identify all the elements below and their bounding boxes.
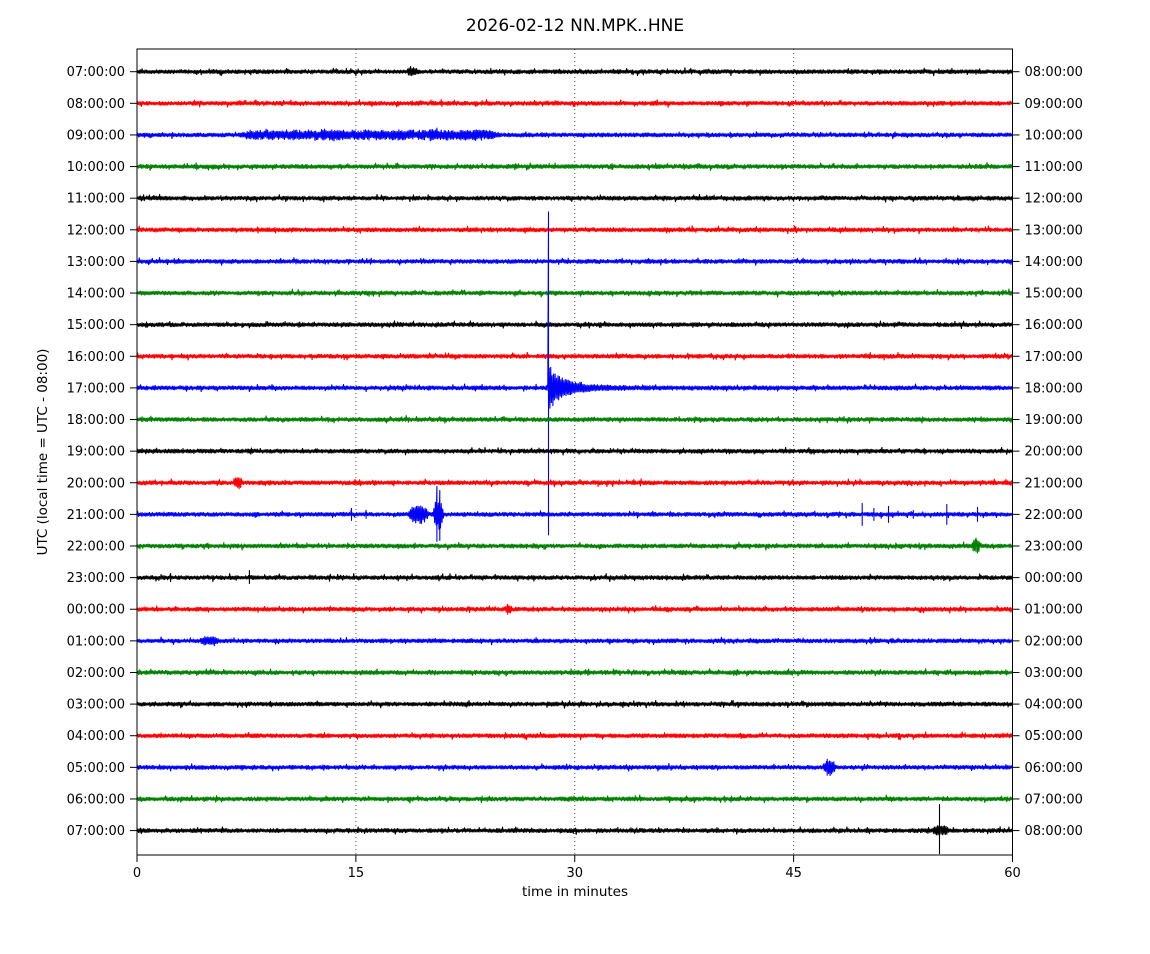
trace-row-080000-utc bbox=[136, 99, 1014, 108]
x-tick-label: 30 bbox=[566, 866, 583, 881]
utc-time-label: 20:00:00 bbox=[67, 476, 125, 491]
utc-time-label: 23:00:00 bbox=[67, 571, 125, 586]
trace-row-180000-utc bbox=[136, 415, 1014, 424]
trace-row-110000-utc bbox=[136, 193, 1014, 203]
x-tick-label: 60 bbox=[1004, 866, 1021, 881]
utc-time-label: 12:00:00 bbox=[67, 223, 125, 238]
local-time-label: 10:00:00 bbox=[1025, 128, 1083, 143]
local-time-label: 20:00:00 bbox=[1025, 445, 1083, 460]
utc-time-label: 06:00:00 bbox=[67, 792, 125, 807]
trace-row-000000-utc bbox=[136, 603, 1014, 615]
utc-time-label: 19:00:00 bbox=[67, 445, 125, 460]
local-time-label: 08:00:00 bbox=[1025, 65, 1083, 80]
x-tick-label: 0 bbox=[133, 866, 141, 881]
local-time-label: 05:00:00 bbox=[1025, 729, 1083, 744]
trace-row-170000-utc bbox=[136, 211, 1014, 536]
trace-row-060000-utc bbox=[136, 794, 1014, 804]
utc-time-label: 07:00:00 bbox=[67, 65, 125, 80]
utc-time-label: 17:00:00 bbox=[67, 381, 125, 396]
utc-time-label: 18:00:00 bbox=[67, 413, 125, 428]
utc-time-label: 11:00:00 bbox=[67, 192, 125, 207]
trace-row-070000-utc bbox=[136, 65, 1014, 77]
trace-row-230000-utc bbox=[136, 570, 1014, 585]
x-tick-label: 15 bbox=[348, 866, 365, 881]
local-time-label: 23:00:00 bbox=[1025, 540, 1083, 555]
utc-time-label: 13:00:00 bbox=[67, 255, 125, 270]
local-time-label: 07:00:00 bbox=[1025, 792, 1083, 807]
utc-time-label: 16:00:00 bbox=[67, 350, 125, 365]
local-time-label: 22:00:00 bbox=[1025, 508, 1083, 523]
utc-time-label: 14:00:00 bbox=[67, 287, 125, 302]
trace-row-050000-utc bbox=[136, 758, 1014, 777]
local-time-label: 00:00:00 bbox=[1025, 571, 1083, 586]
trace-row-200000-utc bbox=[136, 477, 1014, 490]
utc-time-label: 05:00:00 bbox=[67, 761, 125, 776]
local-time-label: 21:00:00 bbox=[1025, 476, 1083, 491]
trace-row-140000-utc bbox=[136, 288, 1014, 298]
utc-time-label: 04:00:00 bbox=[67, 729, 125, 744]
utc-time-label: 08:00:00 bbox=[67, 97, 125, 112]
local-time-label: 19:00:00 bbox=[1025, 413, 1083, 428]
trace-layer bbox=[136, 65, 1014, 855]
trace-row-190000-utc bbox=[136, 446, 1014, 456]
utc-time-label: 22:00:00 bbox=[67, 540, 125, 555]
trace-row-130000-utc bbox=[136, 256, 1014, 266]
utc-time-label: 00:00:00 bbox=[67, 603, 125, 618]
axis-layer: 0 15 30 45 60 07:00:00 08:00:00 08:00:00 09:00:0… bbox=[67, 48, 1083, 881]
utc-time-label: 21:00:00 bbox=[67, 508, 125, 523]
local-time-label: 06:00:00 bbox=[1025, 761, 1083, 776]
trace-row-210000-utc bbox=[136, 485, 1014, 542]
trace-row-220000-utc bbox=[136, 537, 1014, 554]
trace-row-120000-utc bbox=[136, 225, 1014, 235]
local-time-label: 04:00:00 bbox=[1025, 698, 1083, 713]
trace-row-150000-utc bbox=[136, 320, 1014, 330]
local-time-label: 14:00:00 bbox=[1025, 255, 1083, 270]
utc-time-label: 10:00:00 bbox=[67, 160, 125, 175]
x-tick-label: 45 bbox=[785, 866, 802, 881]
local-time-label: 01:00:00 bbox=[1025, 603, 1083, 618]
utc-time-label: 15:00:00 bbox=[67, 318, 125, 333]
trace-row-160000-utc bbox=[136, 351, 1014, 361]
local-time-label: 02:00:00 bbox=[1025, 634, 1083, 649]
local-time-label: 16:00:00 bbox=[1025, 318, 1083, 333]
trace-row-070000-utc bbox=[136, 804, 1014, 855]
local-time-label: 03:00:00 bbox=[1025, 666, 1083, 681]
local-time-label: 13:00:00 bbox=[1025, 223, 1083, 238]
utc-time-label: 01:00:00 bbox=[67, 634, 125, 649]
local-time-label: 17:00:00 bbox=[1025, 350, 1083, 365]
x-axis-label: time in minutes bbox=[522, 884, 628, 900]
utc-time-label: 03:00:00 bbox=[67, 698, 125, 713]
local-time-label: 09:00:00 bbox=[1025, 97, 1083, 112]
trace-row-010000-utc bbox=[136, 636, 1014, 647]
utc-time-label: 02:00:00 bbox=[67, 666, 125, 681]
local-time-label: 15:00:00 bbox=[1025, 287, 1083, 302]
trace-row-090000-utc bbox=[136, 127, 1014, 142]
trace-row-030000-utc bbox=[136, 699, 1014, 709]
utc-time-label: 09:00:00 bbox=[67, 128, 125, 143]
local-time-label: 08:00:00 bbox=[1025, 824, 1083, 839]
utc-time-label: 07:00:00 bbox=[67, 824, 125, 839]
trace-row-040000-utc bbox=[136, 731, 1014, 741]
local-time-label: 11:00:00 bbox=[1025, 160, 1083, 175]
local-time-label: 18:00:00 bbox=[1025, 381, 1083, 396]
trace-row-100000-utc bbox=[136, 161, 1014, 171]
trace-row-020000-utc bbox=[136, 668, 1014, 677]
plot-title: 2026-02-12 NN.MPK..HNE bbox=[466, 16, 684, 36]
y-axis-label: UTC (local time = UTC - 08:00) bbox=[35, 349, 51, 556]
local-time-label: 12:00:00 bbox=[1025, 192, 1083, 207]
